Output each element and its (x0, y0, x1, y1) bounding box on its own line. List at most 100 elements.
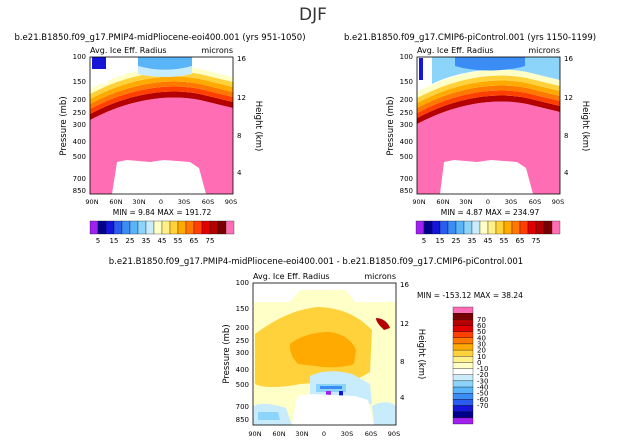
colorbar-swatch (217, 220, 227, 235)
panel-subtitle-right: microns (364, 272, 396, 281)
y-tick: 300 (73, 121, 86, 129)
y2-axis: 16 12 8 4 (400, 281, 409, 402)
colorbar-swatch (452, 356, 474, 363)
stats-label: MIN = 9.84 MAX = 191.72 (113, 208, 212, 217)
colorbar-label: 70 (477, 316, 486, 324)
y-tick: 300 (400, 121, 413, 129)
colorbar-swatch (535, 220, 545, 235)
y-tick: 250 (400, 109, 413, 117)
stats-label: MIN = -153.12 MAX = 38.24 (417, 291, 523, 300)
panel-subtitle-right: microns (528, 46, 560, 55)
panel-midpliocene: b.e21.B1850.f09_g17.PMIP4-midPliocene-eo… (14, 33, 305, 245)
colorbar-swatch (551, 220, 561, 235)
heatmap-field (417, 57, 560, 194)
colorbar-swatch (452, 380, 474, 388)
terrain-mask (292, 394, 374, 425)
colorbar-swatch (452, 331, 474, 338)
colorbar-swatch (511, 220, 521, 235)
y-tick: 300 (236, 349, 249, 357)
y-tick: 200 (73, 96, 86, 104)
colorbar-label: 35 (142, 237, 151, 245)
x-tick: 90N (85, 198, 98, 206)
colorbar-swatch (452, 405, 474, 412)
y-tick: 150 (73, 78, 86, 86)
band-amber (417, 80, 560, 108)
colorbar-label: 15 (436, 237, 445, 245)
colorbar-label: 60 (477, 322, 486, 330)
x-tick: 90S (552, 198, 564, 206)
y-tick: 850 (73, 187, 86, 195)
band-darkred (90, 91, 233, 120)
colorbar-swatch (463, 220, 473, 235)
band-deepblue (419, 58, 423, 80)
colorbar-label: 15 (110, 237, 119, 245)
colorbar-swatch (452, 325, 474, 332)
panel-subtitle-left: Avg. Ice Eff. Radius (417, 46, 494, 55)
colorbar-swatch (201, 220, 211, 235)
y-tick: 150 (236, 305, 249, 313)
y-tick: 850 (400, 187, 413, 195)
colorbar-swatch (452, 374, 474, 382)
band-darkred-spot (376, 318, 390, 330)
colorbar-swatch (452, 319, 474, 326)
colorbar-swatch (452, 393, 474, 400)
x-tick: 60S (202, 198, 214, 206)
band-cream (417, 69, 560, 98)
colorbar-label: 45 (484, 237, 493, 245)
colorbar-label: 25 (452, 237, 461, 245)
band-orange (90, 81, 233, 109)
y-tick: 400 (73, 138, 86, 146)
colorbar-swatch (543, 220, 553, 235)
colorbar: 5 15 25 35 45 55 65 75 (415, 220, 561, 245)
colorbar-swatch (479, 220, 489, 235)
stats-label: MIN = 4.87 MAX = 234.97 (441, 208, 540, 217)
colorbar-swatch (495, 220, 505, 235)
y2-tick: 4 (237, 169, 242, 177)
colorbar-swatch (447, 220, 457, 235)
x-tick: 30S (178, 198, 190, 206)
colorbar-label: 40 (477, 334, 486, 342)
plot-frame (416, 56, 561, 195)
colorbar-label: -70 (477, 402, 488, 410)
colorbar-swatch (177, 220, 187, 235)
band-darkred (417, 95, 560, 124)
y-tick: 700 (400, 175, 413, 183)
band-blue (455, 57, 525, 71)
y-tick: 500 (73, 153, 86, 161)
y2-tick: 4 (564, 169, 569, 177)
y-tick: 250 (73, 109, 86, 117)
y-tick: 700 (236, 403, 249, 411)
x-tick: 60N (109, 198, 122, 206)
colorbar-swatch (185, 220, 195, 235)
colorbar-swatch (105, 220, 115, 235)
y-tick: 150 (400, 78, 413, 86)
colorbar-swatch (97, 220, 107, 235)
colorbar-swatch (145, 220, 155, 235)
band-amber (289, 332, 356, 368)
colorbar-label: 10 (477, 353, 486, 361)
colorbar-swatch (161, 220, 171, 235)
plot-frame (89, 56, 234, 195)
x-tick: 0 (322, 430, 326, 438)
y2-tick: 16 (564, 55, 573, 63)
y-axis: 100 150 200 250 300 400 500 700 850 (236, 279, 249, 424)
y-axis-label: Pressure (mb) (386, 96, 396, 155)
heatmap-field (90, 57, 233, 194)
band-orange (417, 85, 560, 113)
x-tick: 60S (365, 430, 377, 438)
colorbar-swatch (452, 343, 474, 351)
colorbar-label: 75 (206, 237, 215, 245)
y-tick: 200 (400, 96, 413, 104)
band-skyblue-sw (258, 412, 280, 420)
colorbar-swatch (153, 220, 163, 235)
y2-tick: 12 (564, 94, 573, 102)
colorbar-label: -40 (477, 384, 488, 392)
y2-tick: 8 (237, 132, 241, 140)
colorbar-swatch (487, 220, 497, 235)
y2-axis-label: Height (km) (416, 329, 426, 380)
colorbar-swatch (113, 220, 123, 235)
colorbar-swatch (452, 386, 474, 394)
x-tick: 30N (295, 430, 308, 438)
panel-subtitle-left: Avg. Ice Eff. Radius (90, 46, 167, 55)
